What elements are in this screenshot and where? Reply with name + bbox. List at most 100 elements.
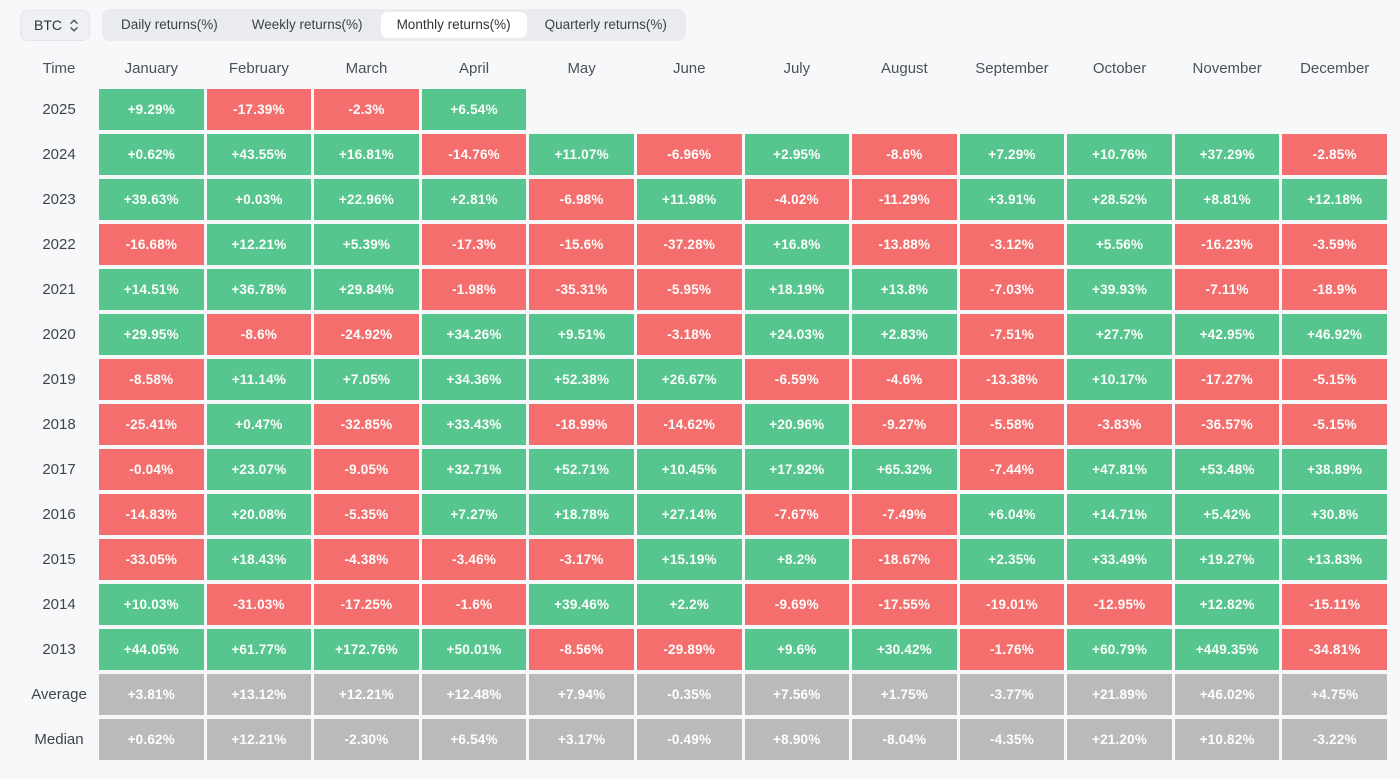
return-cell: -13.38% [959, 359, 1065, 400]
return-cell: +5.42% [1174, 494, 1280, 535]
column-header-time: Time [42, 59, 76, 77]
return-cell: +37.29% [1174, 134, 1280, 175]
return-cell: -14.83% [99, 494, 204, 535]
return-cell: -7.03% [959, 269, 1065, 310]
column-header-month: February [228, 59, 289, 77]
return-cell: -16.23% [1174, 224, 1280, 265]
return-cell [529, 89, 634, 130]
return-cell: +65.32% [852, 449, 957, 490]
return-cell: +34.36% [421, 359, 527, 400]
return-cell: -5.35% [314, 494, 419, 535]
return-cell: +0.62% [99, 719, 204, 760]
return-cell: -2.30% [314, 719, 419, 760]
tab-monthly-returns[interactable]: Monthly returns(%) [380, 12, 527, 38]
return-cell: -36.57% [1174, 404, 1280, 445]
asset-selector[interactable]: BTC [20, 9, 90, 41]
return-cell: +50.01% [421, 629, 527, 670]
return-cell: -8.6% [852, 134, 957, 175]
return-cell: +14.51% [99, 269, 204, 310]
row-label: 2015 [42, 551, 76, 568]
return-cell: -18.9% [1282, 269, 1387, 310]
return-cell: +2.2% [636, 584, 742, 625]
return-cell: +36.78% [206, 269, 312, 310]
return-cell: -7.44% [959, 449, 1065, 490]
return-cell: +11.98% [636, 179, 742, 220]
return-cell: -31.03% [206, 584, 312, 625]
return-cell: +4.75% [1282, 674, 1387, 715]
return-cell: +24.03% [744, 314, 850, 355]
return-cell: +13.8% [852, 269, 957, 310]
return-cell: -18.99% [529, 404, 634, 445]
return-cell: +6.54% [421, 89, 527, 130]
return-cell: +6.04% [959, 494, 1065, 535]
return-cell: +15.19% [636, 539, 742, 580]
return-cell: -0.49% [636, 719, 742, 760]
return-cell: -6.98% [529, 179, 634, 220]
return-cell: +26.67% [636, 359, 742, 400]
return-cell: +20.08% [206, 494, 312, 535]
return-cell: -3.59% [1282, 224, 1387, 265]
row-label: 2021 [42, 281, 76, 298]
returns-period-tabs: Daily returns(%) Weekly returns(%) Month… [102, 9, 686, 41]
return-cell: -0.04% [99, 449, 204, 490]
return-cell: +53.48% [1174, 449, 1280, 490]
return-cell: +10.17% [1067, 359, 1172, 400]
return-cell: +17.92% [744, 449, 850, 490]
return-cell [637, 89, 742, 130]
tab-weekly-returns[interactable]: Weekly returns(%) [251, 17, 363, 32]
return-cell: +8.90% [744, 719, 850, 760]
return-cell: +8.81% [1174, 179, 1280, 220]
return-cell: -12.95% [1067, 584, 1172, 625]
return-cell: +29.84% [314, 269, 419, 310]
return-cell: +11.14% [206, 359, 312, 400]
tab-daily-returns[interactable]: Daily returns(%) [121, 17, 218, 32]
tab-quarterly-returns[interactable]: Quarterly returns(%) [544, 17, 667, 32]
return-cell: +12.48% [421, 674, 527, 715]
return-cell: -2.3% [314, 89, 419, 130]
return-cell: -17.25% [314, 584, 419, 625]
return-cell [1175, 89, 1280, 130]
return-cell: +12.18% [1282, 179, 1387, 220]
return-cell: +38.89% [1282, 449, 1387, 490]
row-label: 2018 [42, 416, 76, 433]
return-cell [1067, 89, 1172, 130]
return-cell: -9.05% [314, 449, 419, 490]
return-cell: +0.62% [99, 134, 204, 175]
return-cell: +19.27% [1174, 539, 1280, 580]
return-cell: -37.28% [636, 224, 742, 265]
return-cell: +10.45% [636, 449, 742, 490]
return-cell: +42.95% [1174, 314, 1280, 355]
return-cell: +13.12% [206, 674, 312, 715]
return-cell: +12.21% [206, 224, 312, 265]
return-cell: -14.76% [421, 134, 527, 175]
return-cell: -7.11% [1174, 269, 1280, 310]
row-label: 2014 [42, 596, 76, 613]
return-cell: -17.3% [421, 224, 527, 265]
return-cell: +23.07% [206, 449, 312, 490]
return-cell: -33.05% [99, 539, 204, 580]
return-cell: -8.04% [852, 719, 957, 760]
return-cell: +46.02% [1174, 674, 1280, 715]
return-cell: -14.62% [636, 404, 742, 445]
return-cell: +27.7% [1067, 314, 1172, 355]
row-label: 2013 [42, 641, 76, 658]
return-cell: +3.17% [529, 719, 634, 760]
column-header-month: September [975, 59, 1049, 77]
row-label: 2020 [42, 326, 76, 343]
return-cell: -8.6% [206, 314, 312, 355]
return-cell: -17.55% [852, 584, 957, 625]
return-cell: +9.29% [99, 89, 204, 130]
column-header-month: October [1092, 59, 1147, 77]
return-cell: -8.58% [99, 359, 204, 400]
return-cell: -16.68% [99, 224, 204, 265]
return-cell: +27.14% [636, 494, 742, 535]
return-cell: +2.35% [959, 539, 1065, 580]
column-header-month: April [459, 59, 490, 77]
return-cell: -4.35% [959, 719, 1065, 760]
column-header-month: July [783, 59, 811, 77]
return-cell: -3.22% [1282, 719, 1387, 760]
row-label: 2016 [42, 506, 76, 523]
return-cell: +20.96% [744, 404, 850, 445]
return-cell: +28.52% [1067, 179, 1172, 220]
return-cell: -6.96% [636, 134, 742, 175]
